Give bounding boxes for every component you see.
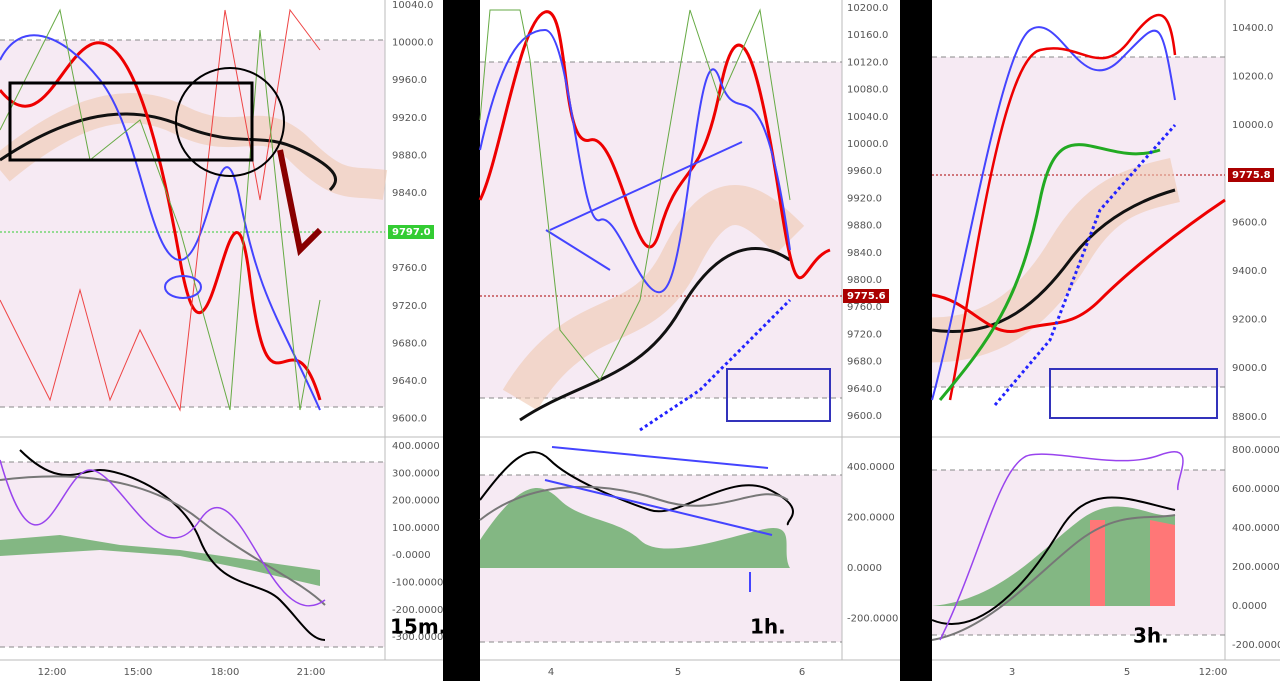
- price-tick-label: 9200.0: [1232, 315, 1267, 326]
- oscillator-lines: [0, 449, 326, 641]
- price-badge: 9775.8: [1232, 170, 1271, 181]
- price-badge: 9797.0: [392, 227, 431, 238]
- osc-tick-label: 600.0000: [1232, 484, 1280, 495]
- annotation-circle: [175, 67, 285, 177]
- indicator-lines: [0, 8, 388, 412]
- price-tick-label: 9800.0: [847, 275, 882, 286]
- osc-tick-label: 200.0000: [392, 496, 440, 507]
- x-tick-label: 21:00: [297, 667, 326, 678]
- annotation-ellipse: [164, 275, 202, 299]
- osc-tick-label: 400.0000: [1232, 523, 1280, 534]
- price-tick-label: 9720.0: [847, 329, 882, 340]
- price-tick-label: 9920.0: [392, 113, 427, 124]
- x-tick-label: 12:00: [1199, 667, 1228, 678]
- price-badge-bg: [843, 289, 889, 303]
- price-tick-label: 10040.0: [392, 0, 433, 11]
- osc-tick-label: 200.0000: [847, 513, 895, 524]
- price-tick-label: 9000.0: [1232, 363, 1267, 374]
- osc-tick-label: -200.0000: [1232, 640, 1280, 651]
- x-tick-label: 4: [548, 667, 554, 678]
- oscillator-lines: [931, 451, 1184, 641]
- x-tick-label: 5: [1124, 667, 1130, 678]
- annotation-box: [1049, 368, 1218, 419]
- indicator-lines: [478, 8, 831, 432]
- osc-tick-label: 800.0000: [1232, 445, 1280, 456]
- oscillator-lines: [479, 446, 794, 592]
- price-tick-label: 10040.0: [847, 112, 888, 123]
- x-tick-label: 6: [799, 667, 805, 678]
- price-tick-label: 9600.0: [847, 411, 882, 422]
- price-tick-label: 9760.0: [847, 302, 882, 313]
- price-tick-label: 9680.0: [392, 338, 427, 349]
- osc-tick-label: -100.0000: [392, 578, 443, 589]
- price-tick-label: 8800.0: [1232, 412, 1267, 423]
- timeframe-label: 3h.: [1133, 624, 1169, 648]
- price-tick-label: 9600.0: [392, 414, 427, 425]
- annotation-box: [726, 368, 831, 422]
- dashed-levels: [0, 39, 1225, 648]
- osc-tick-label: 300.0000: [392, 468, 440, 479]
- price-tick-label: 10160.0: [847, 30, 888, 41]
- annotation-box: [8, 81, 254, 162]
- x-tick-label: 15:00: [124, 667, 153, 678]
- price-tick-label: 10200.0: [1232, 72, 1273, 83]
- separators: [0, 0, 1280, 661]
- price-badge-bg: [388, 225, 434, 239]
- price-tick-label: 9880.0: [392, 150, 427, 161]
- price-tick-label: 9720.0: [392, 301, 427, 312]
- osc-tick-label: 400.0000: [392, 441, 440, 452]
- osc-tick-label: 400.0000: [847, 462, 895, 473]
- price-tick-label: 9880.0: [847, 221, 882, 232]
- price-tick-label: 10000.0: [392, 38, 433, 49]
- osc-tick-label: 0.0000: [847, 563, 882, 574]
- price-tick-label: 10000.0: [847, 139, 888, 150]
- price-tick-label: 9960.0: [392, 75, 427, 86]
- price-tick-label: 9640.0: [392, 376, 427, 387]
- price-badge-bg: [1228, 168, 1274, 182]
- price-tick-label: 10120.0: [847, 57, 888, 68]
- osc-tick-label: 100.0000: [392, 523, 440, 534]
- price-tick-label: 10080.0: [847, 85, 888, 96]
- osc-tick-label: -0.0000: [392, 550, 431, 561]
- x-tick-label: 12:00: [38, 667, 67, 678]
- timeframe-label: 1h.: [750, 615, 786, 639]
- osc-tick-label: 200.0000: [1232, 562, 1280, 573]
- timeframe-label: 15m.: [390, 615, 446, 639]
- price-tick-label: 10400.0: [1232, 23, 1273, 34]
- price-badge: 9775.6: [847, 291, 886, 302]
- price-tick-label: 9680.0: [847, 357, 882, 368]
- x-tick-label: 18:00: [211, 667, 240, 678]
- indicator-lines: [931, 13, 1226, 406]
- price-tick-label: 9640.0: [847, 384, 882, 395]
- price-tick-label: 9960.0: [847, 166, 882, 177]
- price-tick-label: 9600.0: [1232, 217, 1267, 228]
- osc-tick-label: -300.0000: [392, 632, 443, 643]
- osc-tick-label: -200.0000: [847, 614, 898, 625]
- range-bg: [0, 40, 385, 407]
- price-tick-label: 10200.0: [847, 3, 888, 14]
- price-tick-label: 9840.0: [392, 188, 427, 199]
- price-tick-label: 9400.0: [1232, 266, 1267, 277]
- price-tick-label: 9840.0: [847, 248, 882, 259]
- x-tick-label: 5: [675, 667, 681, 678]
- osc-tick-label: -200.0000: [392, 605, 443, 616]
- price-tick-label: 9760.0: [392, 263, 427, 274]
- x-tick-label: 3: [1009, 667, 1015, 678]
- price-tick-label: 9920.0: [847, 193, 882, 204]
- osc-tick-label: 0.0000: [1232, 601, 1267, 612]
- price-tick-label: 10000.0: [1232, 120, 1273, 131]
